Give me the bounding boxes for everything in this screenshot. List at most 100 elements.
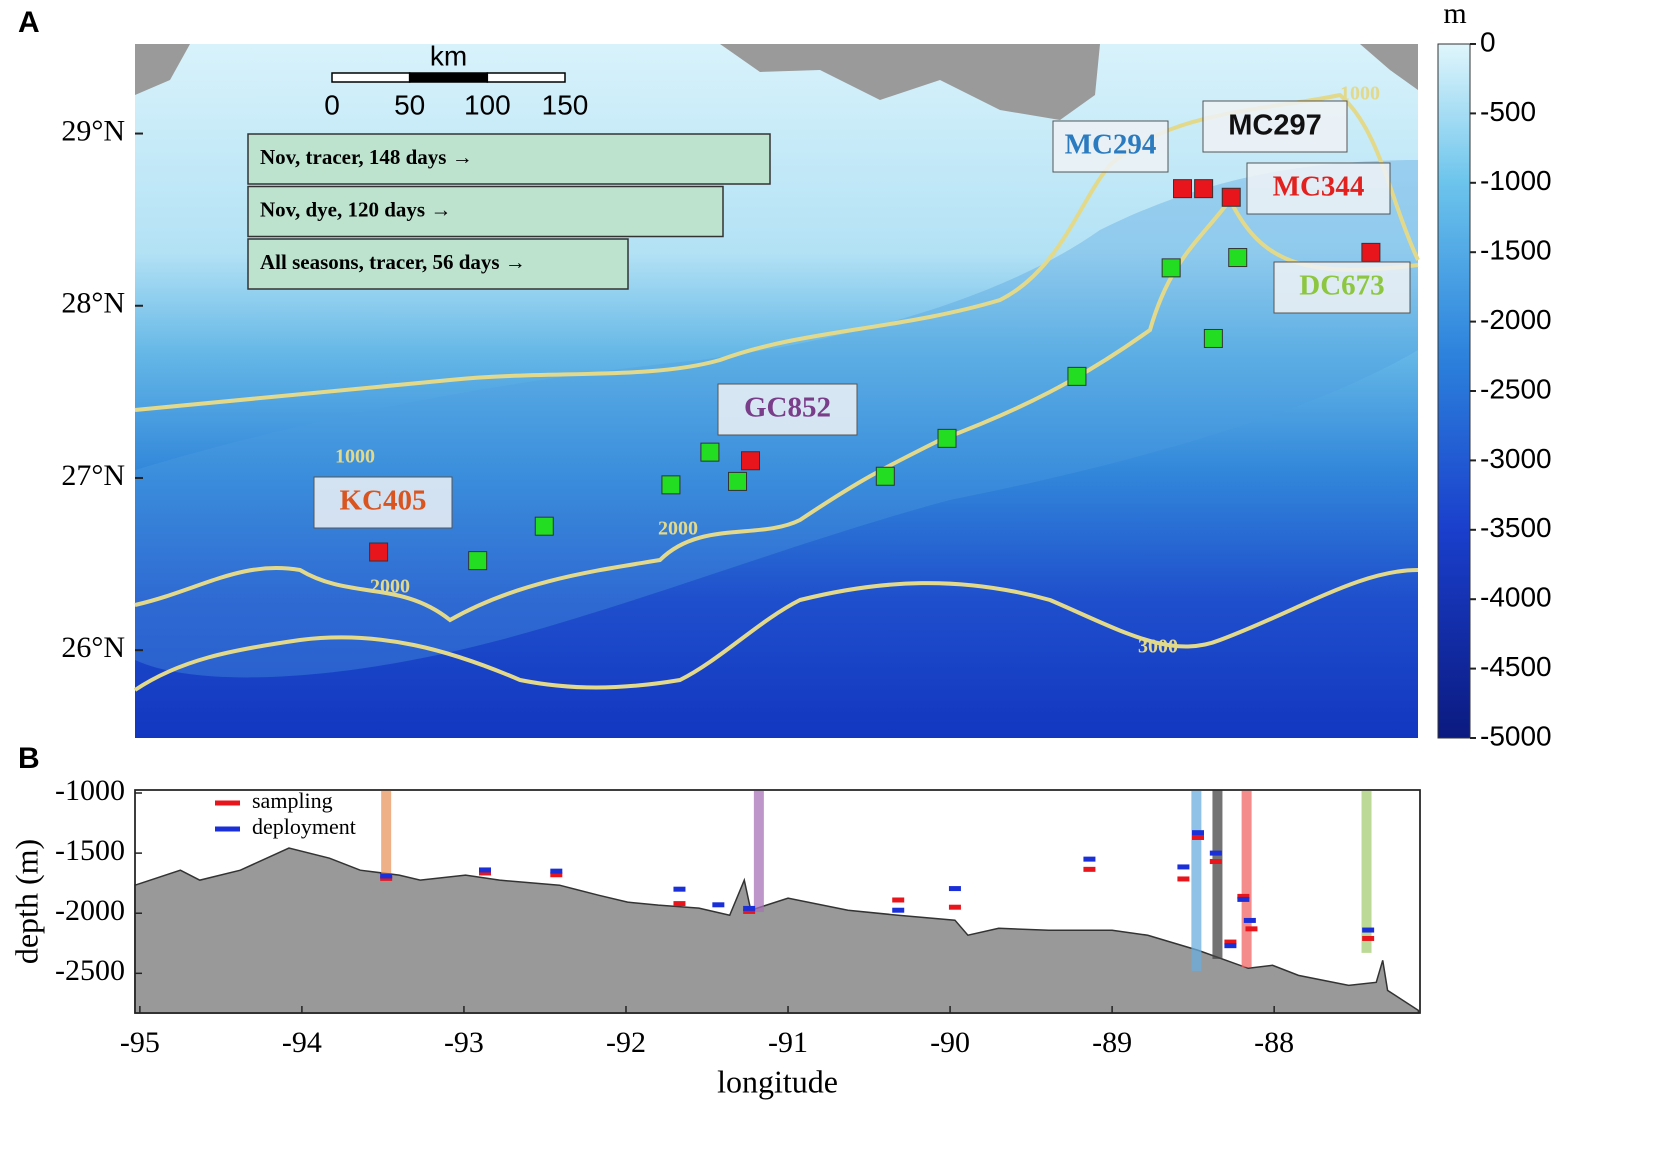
site-label-box	[717, 383, 858, 436]
y-tick-label: -2000	[55, 894, 125, 927]
colorbar-label: m	[1443, 0, 1466, 30]
legend-label: deployment	[252, 814, 356, 839]
site-label: MC344	[1273, 171, 1365, 203]
site-marker	[1067, 366, 1087, 386]
scale-tick-label: 0	[324, 89, 340, 120]
y-tick-label: -1500	[55, 834, 125, 867]
site-marker	[369, 542, 389, 562]
site-marker	[1161, 258, 1181, 278]
site-band	[1191, 790, 1202, 971]
site-label-box	[1273, 261, 1411, 314]
land	[1360, 44, 1418, 90]
scale-tick-label: 150	[542, 89, 589, 120]
colorbar	[1437, 43, 1471, 739]
x-tick-label: -95	[120, 1026, 160, 1059]
colorbar-tick-label: -3000	[1480, 443, 1552, 474]
y-tick-label: 27°N	[61, 459, 125, 492]
scale-segment	[408, 72, 489, 83]
site-label: DC673	[1299, 270, 1384, 302]
site-label-box	[1202, 100, 1348, 153]
site-marker	[1221, 187, 1241, 207]
x-tick-label: -91	[768, 1026, 808, 1059]
route-label: Nov, tracer, 148 days →	[260, 145, 473, 169]
colorbar-tick-label: -500	[1480, 96, 1536, 127]
site-label-box	[313, 476, 453, 529]
panel-label: B	[18, 742, 40, 775]
scale-tick-label: 100	[464, 89, 511, 120]
site-marker	[700, 442, 720, 462]
site-marker	[661, 475, 681, 495]
x-tick-label: -88	[1254, 1026, 1294, 1059]
colorbar-tick-label: -5000	[1480, 720, 1552, 751]
site-marker	[534, 516, 554, 536]
x-tick-label: -92	[606, 1026, 646, 1059]
scale-segment	[486, 72, 566, 83]
site-marker	[1228, 248, 1248, 268]
site-label: KC405	[340, 485, 427, 517]
y-axis-label: depth (m)	[8, 839, 44, 964]
site-marker	[875, 466, 895, 486]
colorbar-tick-label: -2000	[1480, 304, 1552, 335]
contours	[133, 92, 1420, 692]
contour-line	[134, 196, 1419, 623]
site-band	[1241, 790, 1252, 968]
site-label-box	[1246, 162, 1391, 215]
x-tick-label: -89	[1092, 1026, 1132, 1059]
site-label: MC294	[1065, 129, 1157, 161]
site-marker	[1361, 242, 1381, 262]
site-marker	[937, 428, 957, 448]
contour-label: 2000	[658, 518, 698, 540]
y-tick-label: 29°N	[61, 114, 125, 147]
site-label-box	[1052, 120, 1169, 173]
contour-label: 1000	[335, 446, 375, 468]
route-box	[247, 238, 629, 290]
colorbar-tick-label: -2500	[1480, 373, 1552, 404]
colorbar-tick-label: -4500	[1480, 651, 1552, 682]
site-band	[1212, 790, 1223, 959]
site-marker	[728, 471, 748, 491]
y-tick-label: 26°N	[61, 631, 125, 664]
contour-label: 1000	[1340, 83, 1380, 105]
y-tick-label: -1000	[55, 774, 125, 807]
land	[135, 44, 190, 95]
y-tick-label: -2500	[55, 954, 125, 987]
legend-label: sampling	[252, 788, 333, 813]
site-marker	[741, 451, 761, 471]
site-band	[753, 790, 764, 913]
colorbar-tick-label: -1500	[1480, 235, 1552, 266]
site-marker	[1194, 179, 1214, 199]
y-tick-label: 28°N	[61, 287, 125, 320]
site-band	[1361, 790, 1372, 953]
colorbar-tick-label: -1000	[1480, 165, 1552, 196]
route-label: All seasons, tracer, 56 days →	[260, 250, 526, 274]
site-marker	[1203, 328, 1223, 348]
route-box	[247, 185, 724, 238]
contour-label: 3000	[1138, 636, 1178, 658]
panel-label: A	[18, 6, 40, 39]
contour-label: 2000	[370, 576, 410, 598]
bathymetry	[134, 847, 1420, 1014]
route-label: Nov, dye, 120 days →	[260, 197, 451, 221]
x-tick-label: -93	[444, 1026, 484, 1059]
scale-tick-label: 50	[394, 89, 425, 120]
x-tick-label: -90	[930, 1026, 970, 1059]
scale-segment	[331, 72, 411, 83]
site-label: MC297	[1228, 110, 1322, 142]
contour-line	[134, 92, 1420, 412]
land	[720, 44, 1100, 120]
colorbar-tick-label: -4000	[1480, 582, 1552, 613]
contour-line	[133, 568, 1419, 692]
site-marker	[468, 551, 488, 571]
route-box	[247, 133, 771, 185]
x-tick-label: -94	[282, 1026, 322, 1059]
scale-label: km	[430, 40, 467, 71]
colorbar-tick-label: 0	[1480, 26, 1496, 57]
colorbar-tick-label: -3500	[1480, 512, 1552, 543]
site-band	[381, 790, 392, 878]
site-marker	[1173, 179, 1193, 199]
plot-frame	[134, 789, 1421, 1014]
site-label: GC852	[744, 392, 831, 424]
x-axis-label: longitude	[717, 1063, 838, 1099]
